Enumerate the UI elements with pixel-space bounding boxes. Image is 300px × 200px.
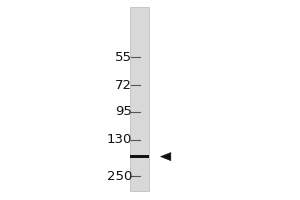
Text: 250: 250 <box>107 170 132 183</box>
Polygon shape <box>160 152 171 161</box>
Text: 95: 95 <box>115 105 132 118</box>
FancyBboxPatch shape <box>130 155 149 158</box>
FancyBboxPatch shape <box>130 7 149 191</box>
Text: 72: 72 <box>115 79 132 92</box>
Text: 130: 130 <box>107 133 132 146</box>
Text: 55: 55 <box>115 51 132 64</box>
